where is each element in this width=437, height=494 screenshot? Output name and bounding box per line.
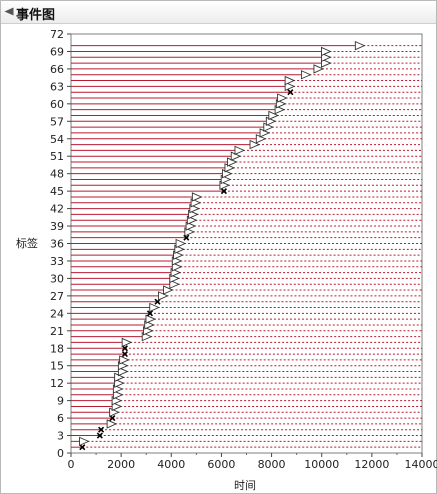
y-tick-label: 60	[50, 98, 64, 111]
y-tick-label: 15	[50, 360, 64, 373]
censored-marker	[114, 378, 125, 388]
y-tick-label: 6	[57, 412, 64, 425]
censored-marker	[313, 64, 325, 74]
y-tick-label: 54	[50, 133, 64, 146]
y-tick-label: 30	[50, 272, 64, 285]
censored-marker	[191, 192, 203, 202]
y-tick-label: 0	[57, 447, 64, 460]
censored-marker	[249, 139, 261, 150]
censored-marker	[163, 285, 174, 295]
y-tick-label: 57	[50, 115, 64, 128]
y-tick-label: 63	[50, 80, 64, 93]
failure-marker	[79, 444, 86, 451]
y-tick-label: 21	[50, 325, 64, 338]
x-tick-label: 4000	[157, 458, 185, 471]
failure-marker	[109, 415, 116, 422]
y-tick-label: 24	[50, 307, 64, 320]
failure-marker	[287, 89, 294, 96]
censored-marker	[321, 46, 332, 57]
y-tick-label: 3	[57, 430, 64, 443]
failure-marker	[121, 345, 128, 352]
censored-marker	[300, 70, 312, 80]
censored-marker	[106, 419, 118, 429]
censored-marker	[234, 145, 246, 156]
y-tick-label: 45	[50, 185, 64, 198]
x-tick-label: 10000	[304, 458, 339, 471]
censored-marker	[149, 302, 160, 313]
censored-marker	[284, 75, 296, 86]
failure-marker	[96, 432, 103, 439]
censored-marker	[158, 291, 169, 301]
y-tick-label: 51	[50, 150, 64, 163]
y-tick-label: 48	[50, 168, 64, 181]
censored-marker	[321, 58, 332, 68]
y-tick-label: 72	[50, 28, 64, 41]
y-tick-label: 42	[50, 203, 64, 216]
censored-marker	[169, 279, 180, 289]
censored-marker	[111, 401, 123, 412]
censored-marker	[268, 110, 279, 121]
y-tick-label: 27	[50, 290, 64, 303]
censored-marker	[171, 262, 183, 272]
x-tick-label: 2000	[107, 458, 135, 471]
y-tick-label: 66	[50, 63, 64, 76]
y-tick-label: 36	[50, 238, 64, 251]
censored-marker	[112, 390, 124, 400]
x-tick-label: 6000	[207, 458, 235, 471]
censored-marker	[79, 436, 90, 447]
censored-marker	[321, 52, 332, 62]
x-axis-label: 时间	[234, 479, 256, 492]
censored-marker	[117, 366, 129, 377]
x-tick-label: 8000	[258, 458, 286, 471]
y-tick-label: 39	[50, 220, 64, 233]
censored-marker	[119, 355, 130, 365]
panel-title: 事件图	[16, 8, 56, 23]
censored-marker	[354, 40, 366, 51]
censored-marker	[145, 314, 157, 324]
y-tick-label: 69	[50, 45, 64, 58]
y-tick-label: 33	[50, 255, 64, 268]
y-tick-label: 12	[50, 377, 64, 390]
failure-marker	[146, 310, 154, 317]
censored-marker	[121, 337, 133, 348]
y-axis-label: 标签	[16, 236, 38, 250]
x-tick-label: 14000	[405, 458, 437, 471]
x-tick-label: 0	[68, 458, 75, 471]
y-tick-label: 18	[50, 342, 64, 355]
y-tick-label: 9	[57, 395, 64, 408]
x-tick-label: 12000	[354, 458, 389, 471]
censored-marker	[284, 81, 296, 92]
censored-marker	[277, 93, 288, 103]
failure-marker	[220, 188, 228, 195]
censored-marker	[175, 238, 187, 249]
panel-header[interactable]: 事件图	[1, 1, 436, 24]
failure-marker	[98, 426, 105, 433]
failure-marker	[121, 351, 128, 358]
